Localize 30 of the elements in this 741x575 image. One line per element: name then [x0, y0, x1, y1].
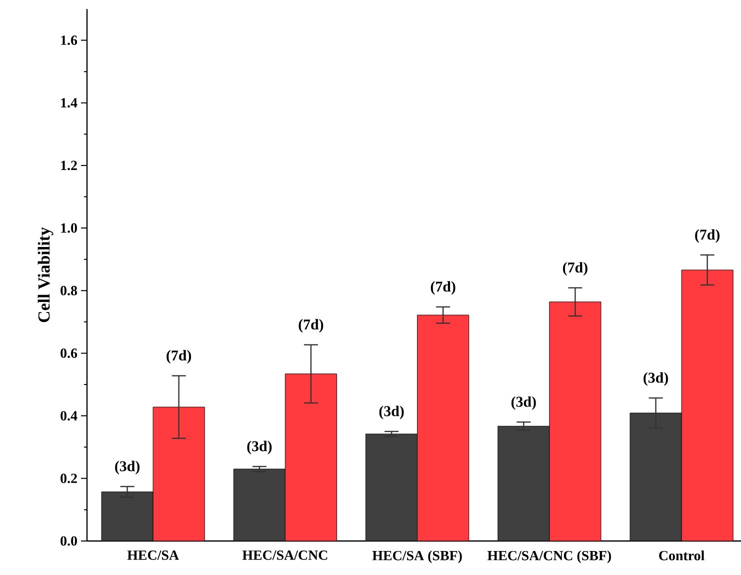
y-tick-label: 0.4 [60, 411, 78, 421]
x-tick-label: Control [659, 550, 704, 560]
y-tick-label: 1.6 [61, 36, 78, 45]
text: (7d) [695, 229, 720, 243]
text: (3d) [644, 372, 668, 386]
y-tick-label: 0.0 [60, 536, 77, 546]
text: (3d) [115, 460, 140, 474]
series-label: (3d) [247, 440, 272, 454]
x-tick-label: HEC/SA (SBF) [372, 550, 462, 564]
bar [152, 406, 205, 541]
y-axis-title: Cell Viability [38, 227, 54, 322]
text: (7d) [166, 350, 192, 364]
bar [681, 270, 734, 541]
y-tick-label: 0.6 [60, 348, 78, 358]
text: (7d) [562, 262, 588, 276]
y-tick-label: 0.8 [60, 286, 78, 296]
text: (3d) [511, 396, 536, 410]
x-tick-label: HEC/SA/CNC [242, 550, 328, 560]
x-tick-label: HEC/SA/CNC (SBF) [487, 550, 611, 564]
bar [417, 314, 470, 541]
text: (3d) [379, 406, 404, 420]
bar [284, 374, 337, 541]
y-tick-label: 1.4 [61, 98, 78, 108]
y-tick-label: 0.2 [60, 474, 77, 484]
bar [549, 302, 602, 541]
series-label: (7d) [430, 281, 456, 295]
y-tick-label: 1.2 [61, 160, 77, 170]
x-tick-label: HEC/SA [127, 550, 179, 560]
text: (7d) [298, 319, 324, 333]
y-tick-label: 1.0 [61, 223, 77, 233]
